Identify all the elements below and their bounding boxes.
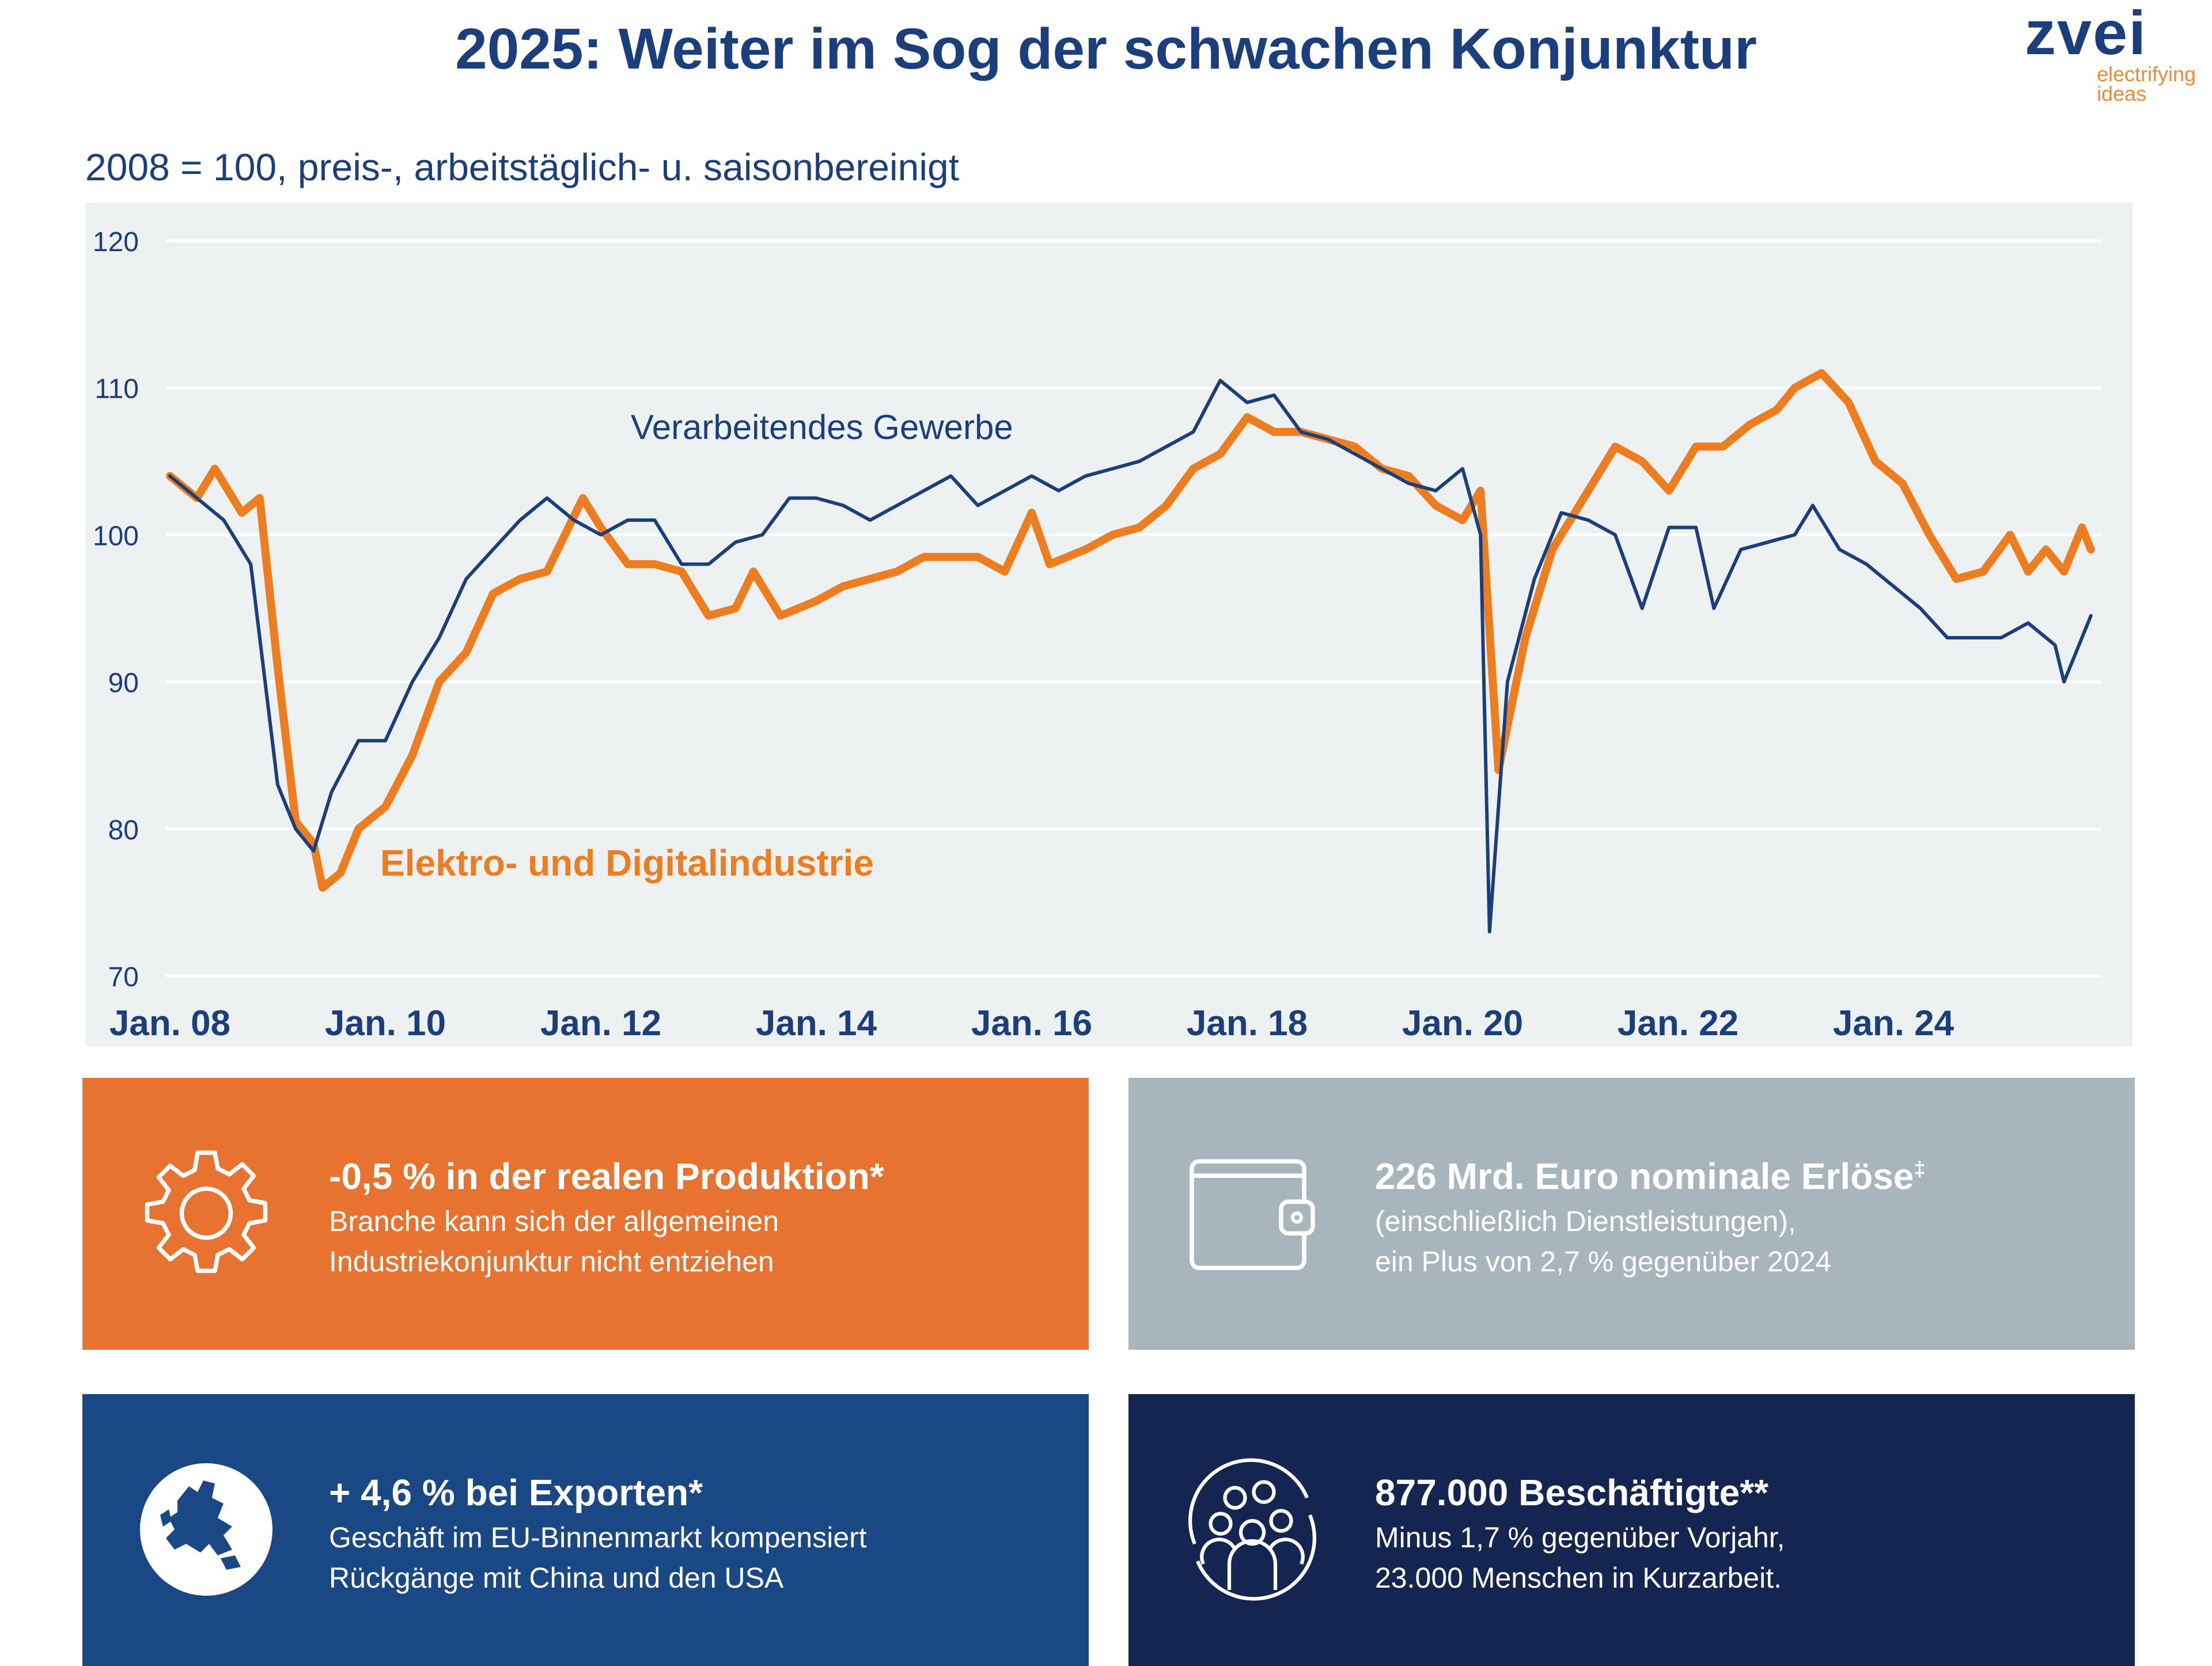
card-revenue: 226 Mrd. Euro nominale Erlöse‡ (einschli… (1128, 1078, 2135, 1350)
card-text-line: Geschäft im EU-Binnenmarkt kompensiert (329, 1521, 867, 1554)
card-text-line: (einschließlich Dienstleistungen), (1375, 1205, 1796, 1237)
logo-tagline-2: ideas (2097, 82, 2147, 105)
logo-tagline: electrifying ideas (2097, 62, 2196, 105)
y-tick-label: 120 (93, 227, 139, 258)
x-tick-label: Jan. 10 (325, 1004, 446, 1043)
y-tick-label: 70 (108, 962, 139, 993)
card-employees: 877.000 Beschäftigte** Minus 1,7 % gegen… (1128, 1394, 2135, 1666)
x-tick-label: Jan. 08 (109, 1004, 230, 1043)
chart-subtitle: 2008 = 100, preis-, arbeitstäglich- u. s… (85, 146, 960, 188)
line-chart: 70 80 90 100 110 120 Jan. 08 Jan. 10 Jan. 12 Jan… (85, 203, 2133, 1047)
series-label-electro-digital: Elektro- und Digitalindustrie (380, 842, 874, 884)
globe-europe-icon (140, 1463, 272, 1596)
card-text-line: 23.000 Menschen in Kurzarbeit. (1375, 1562, 1782, 1594)
card-text-line: Minus 1,7 % gegenüber Vorjahr, (1375, 1521, 1785, 1554)
card-text-line: ein Plus von 2,7 % gegenüber 2024 (1375, 1245, 1832, 1278)
logo-word: zvei (2025, 0, 2147, 67)
series-line-electro-digital (166, 369, 2095, 892)
x-tick-label: Jan. 20 (1402, 1004, 1523, 1043)
gear-icon (145, 1150, 268, 1273)
footnote-mark: ‡ (1914, 1157, 1926, 1181)
card-text-line: Rückgänge mit China und den USA (329, 1562, 784, 1594)
card-text-line: Branche kann sich der allgemeinen (329, 1205, 779, 1237)
zvei-logo: zvei electrifying ideas (2025, 0, 2209, 112)
x-tick-label: Jan. 22 (1618, 1004, 1738, 1043)
y-tick-label: 80 (108, 815, 139, 846)
chart-background (85, 203, 2133, 1047)
x-tick-label: Jan. 24 (1833, 1004, 1955, 1043)
page-title: 2025: Weiter im Sog der schwachen Konjun… (455, 17, 1757, 81)
x-tick-label: Jan. 14 (756, 1004, 877, 1043)
card-headline: 877.000 Beschäftigte** (1375, 1472, 1769, 1513)
card-text-line: Industriekonjunktur nicht entziehen (329, 1245, 774, 1278)
x-tick-label: Jan. 18 (1187, 1004, 1308, 1043)
logo-tagline-1: electrifying (2097, 62, 2196, 86)
x-tick-label: Jan. 12 (540, 1004, 661, 1043)
card-headline-text: 226 Mrd. Euro nominale Erlöse (1375, 1156, 1914, 1197)
series-label-manufacturing: Verarbeitendes Gewerbe (631, 408, 1013, 446)
people-cycle-icon (1188, 1458, 1317, 1601)
series-line-manufacturing (168, 378, 2093, 934)
card-production: -0,5 % in der realen Produktion* Branche… (82, 1078, 1089, 1350)
x-tick-label: Jan. 16 (971, 1004, 1092, 1043)
y-tick-label: 90 (108, 668, 139, 699)
y-tick-label: 110 (94, 374, 139, 404)
card-headline: 226 Mrd. Euro nominale Erlöse‡ (1375, 1155, 1925, 1198)
card-headline: + 4,6 % bei Exporten* (329, 1472, 703, 1513)
card-exports: + 4,6 % bei Exporten* Geschäft im EU-Bin… (82, 1394, 1089, 1666)
wallet-icon (1190, 1159, 1315, 1270)
y-tick-label: 100 (93, 521, 139, 551)
card-headline: -0,5 % in der realen Produktion* (329, 1156, 884, 1197)
